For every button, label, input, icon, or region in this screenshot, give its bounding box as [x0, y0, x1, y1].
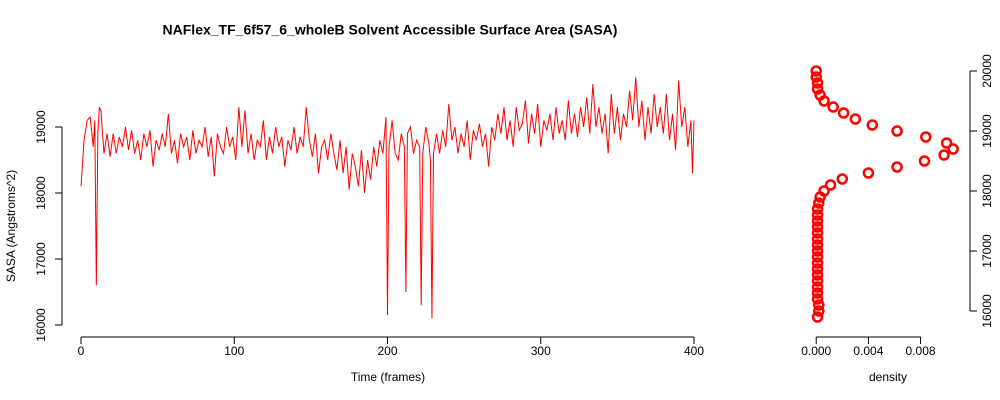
- density-point: [837, 107, 850, 119]
- y-tick-label: 18000: [980, 174, 994, 208]
- density-point: [811, 215, 824, 227]
- density-point: [918, 155, 931, 167]
- density-point: [813, 299, 825, 311]
- density-point: [811, 293, 824, 305]
- x-axis-label: Time (frames): [351, 370, 425, 384]
- density-point: [891, 161, 903, 173]
- x-tick-label: 400: [684, 344, 704, 358]
- density-point: [947, 143, 959, 155]
- x-tick-label: 300: [531, 344, 551, 358]
- x-tick-label: 0.000: [801, 344, 831, 358]
- density-point: [836, 173, 849, 185]
- density-point: [811, 275, 824, 287]
- density-point: [813, 197, 825, 209]
- density-point: [811, 77, 824, 89]
- density-point: [811, 221, 824, 233]
- density-point: [940, 137, 953, 149]
- density-point: [810, 71, 822, 83]
- density-point: [814, 89, 826, 101]
- density-point: [810, 65, 822, 77]
- density-point: [811, 83, 824, 95]
- density-point: [811, 281, 824, 293]
- density-point: [827, 101, 839, 113]
- density-point: [811, 239, 824, 251]
- y-tick-label: 17000: [34, 242, 48, 276]
- density-point: [818, 185, 830, 197]
- density-point: [813, 305, 825, 317]
- y-tick-label: 19000: [980, 114, 994, 148]
- y-axis-label: SASA (Angstroms^2): [4, 170, 18, 282]
- density-point: [824, 179, 837, 191]
- y-tick-label: 18000: [34, 176, 48, 210]
- density-point: [811, 269, 824, 281]
- y-tick-label: 17000: [980, 234, 994, 268]
- y-tick-label: 20000: [980, 54, 994, 88]
- density-point: [811, 209, 824, 221]
- density-point: [938, 149, 950, 161]
- density-point: [849, 113, 862, 125]
- density-point: [891, 125, 903, 137]
- x-axis-label: density: [869, 370, 907, 384]
- y-tick-label: 16000: [34, 308, 48, 342]
- data-line: [80, 77, 695, 319]
- x-tick-label: 0.008: [906, 344, 936, 358]
- chart-title: NAFlex_TF_6f57_6_wholeB Solvent Accessib…: [163, 22, 618, 38]
- density-point: [866, 119, 879, 131]
- y-tick-label: 19000: [34, 110, 48, 144]
- density-point: [811, 311, 824, 323]
- x-tick-label: 100: [224, 344, 244, 358]
- density-point: [811, 227, 824, 239]
- x-tick-label: 200: [377, 344, 397, 358]
- density-point: [811, 257, 824, 269]
- density-point: [811, 233, 824, 245]
- density-point: [811, 203, 824, 215]
- density-point: [862, 167, 875, 179]
- density-point: [811, 263, 824, 275]
- y-tick-label: 16000: [980, 294, 994, 328]
- density-point: [920, 131, 932, 143]
- x-tick-label: 0: [78, 344, 85, 358]
- density-point: [811, 245, 824, 257]
- density-point: [811, 251, 824, 263]
- x-tick-label: 0.004: [853, 344, 883, 358]
- density-point: [811, 287, 824, 299]
